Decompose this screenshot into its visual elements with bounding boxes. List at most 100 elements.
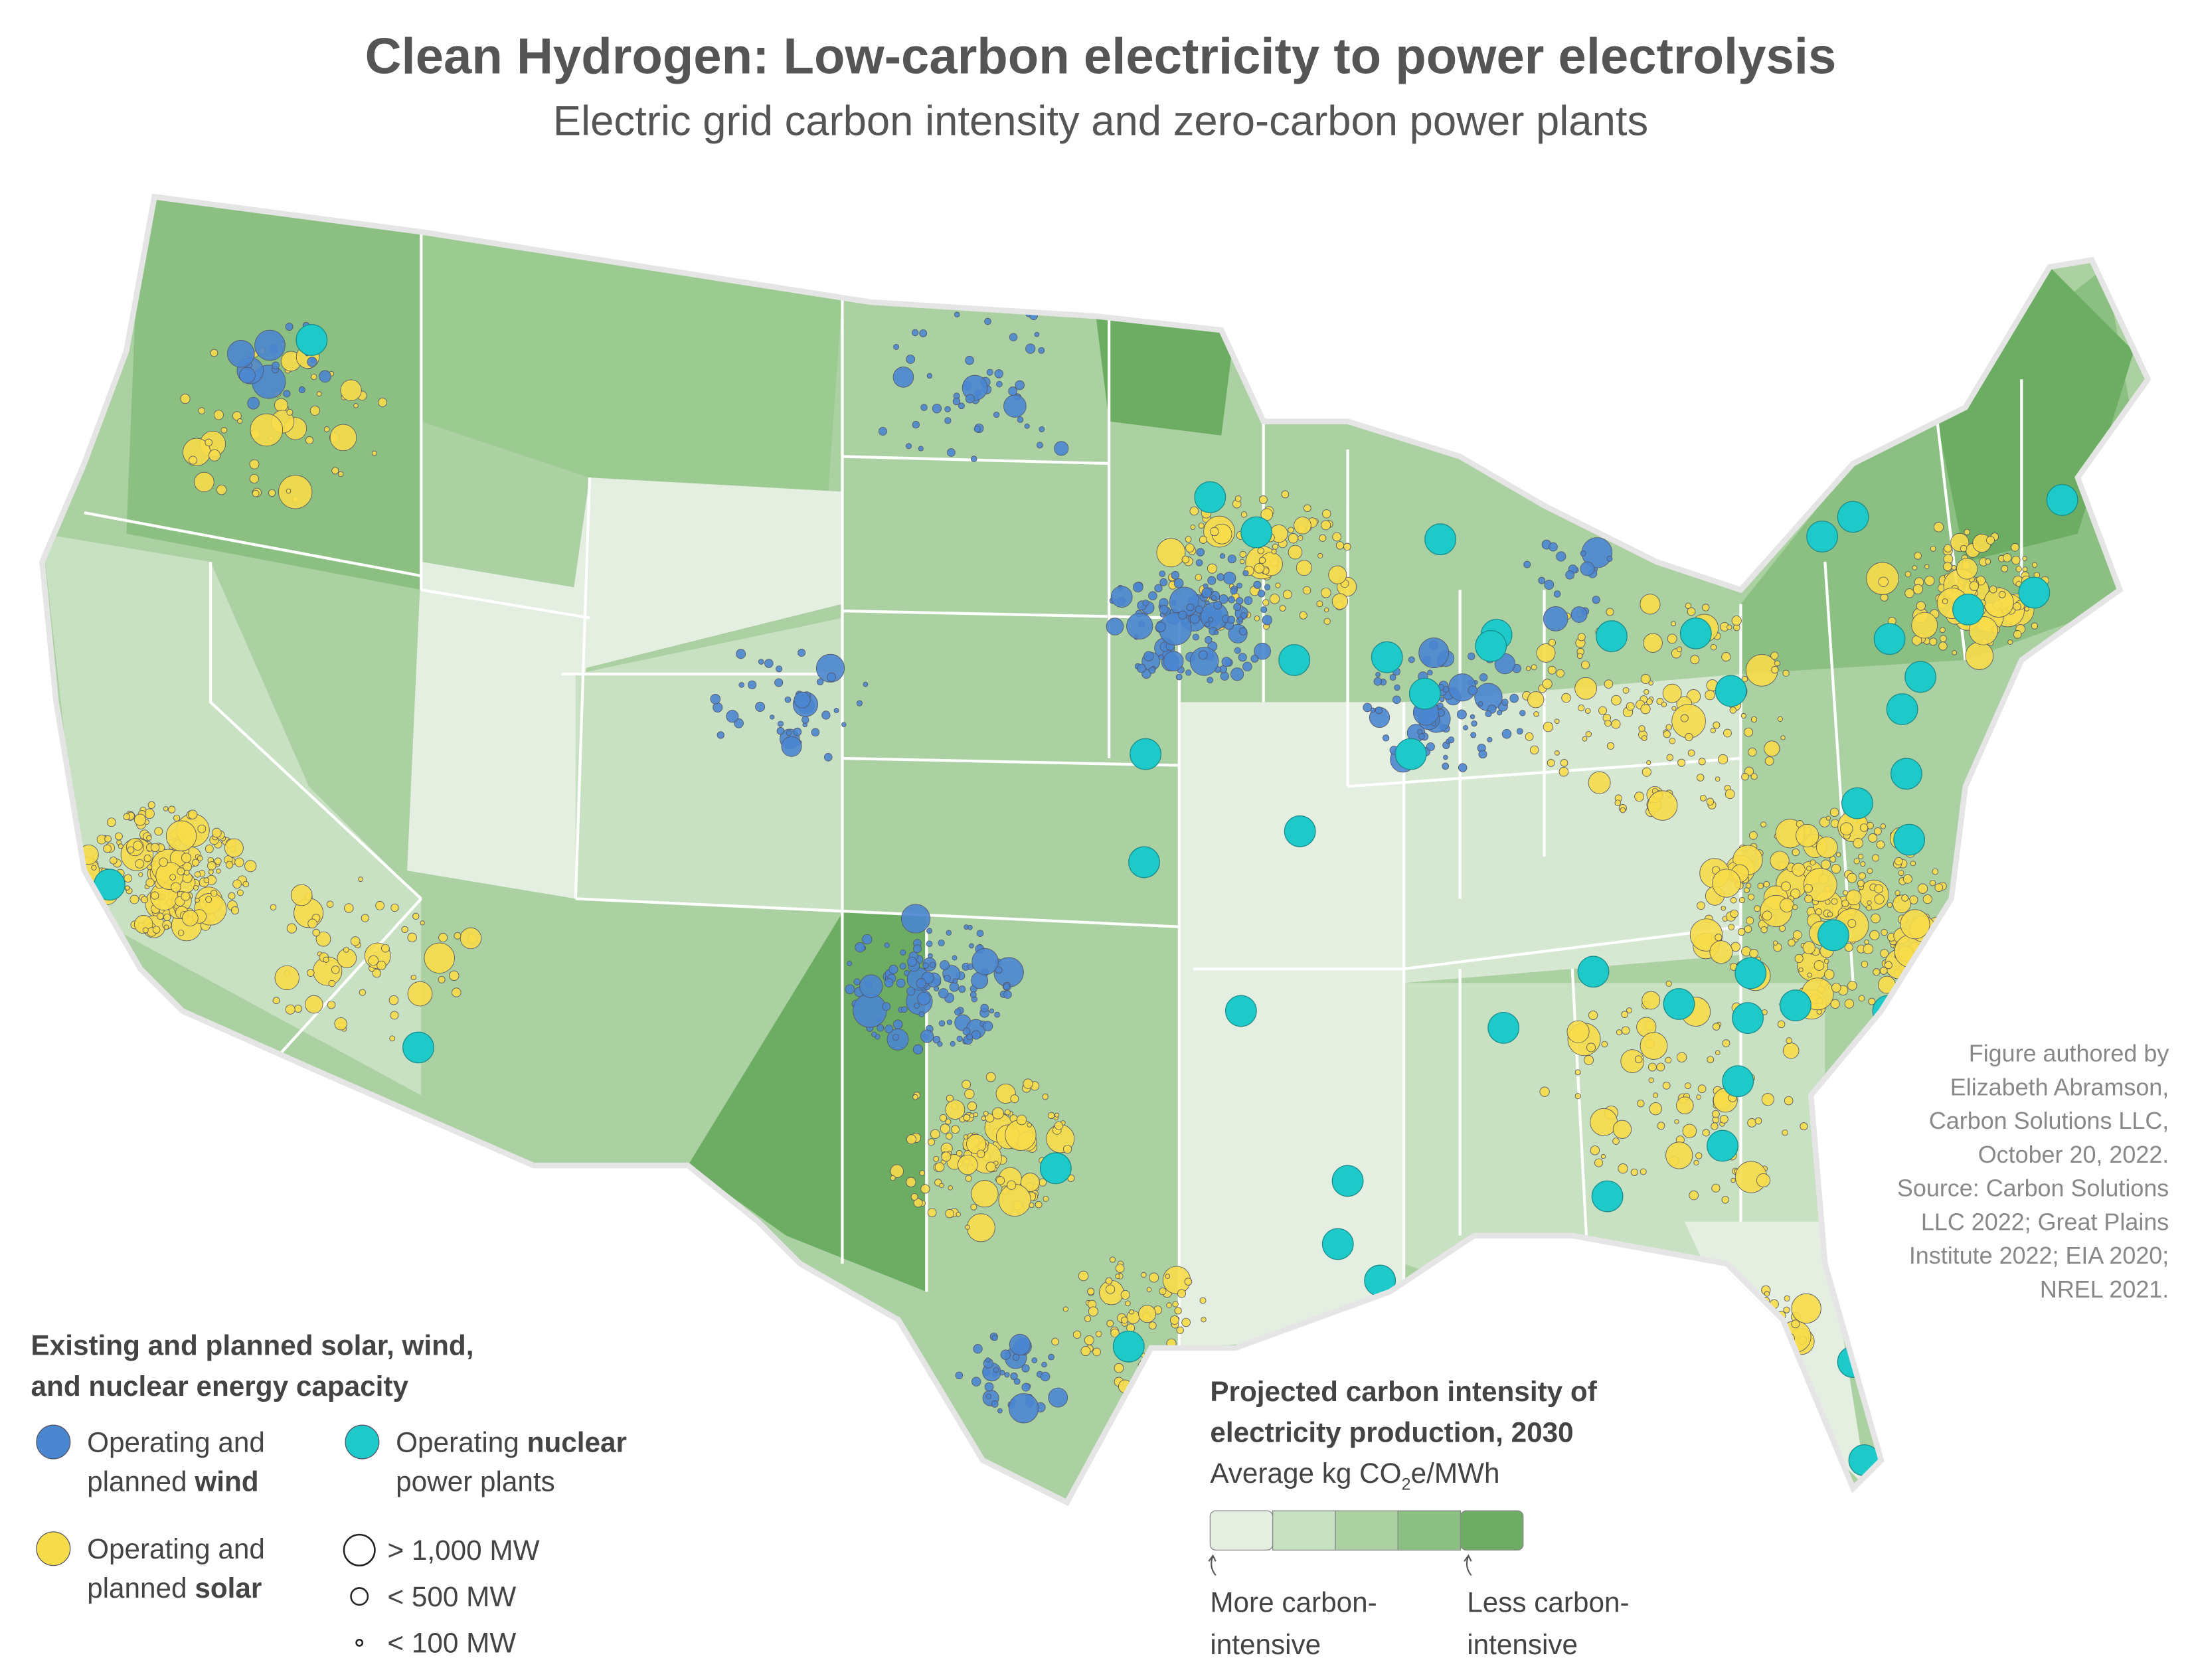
- solar-plant: [1177, 1289, 1187, 1298]
- solar-plant: [1626, 1007, 1633, 1014]
- legend-text: Operating and: [87, 1533, 265, 1564]
- solar-plant: [1830, 999, 1840, 1009]
- wind-plant: [1477, 701, 1483, 707]
- solar-plant: [1648, 1077, 1654, 1083]
- solar-plant: [1730, 896, 1737, 904]
- solar-plant: [1010, 1094, 1019, 1104]
- solar-plant: [1745, 882, 1752, 888]
- wind-plant: [1133, 582, 1143, 593]
- wind-plant: [944, 417, 952, 424]
- solar-plant: [146, 835, 152, 841]
- solar-plant: [1181, 1317, 1191, 1327]
- solar-plant: [1611, 719, 1621, 729]
- scale-label: intensive: [1467, 1629, 1578, 1660]
- capacity-legend: Existing and planned solar, wind, and nuc…: [31, 1329, 627, 1658]
- solar-plant: [1784, 1295, 1790, 1302]
- solar-plant: [371, 450, 377, 456]
- solar-plant: [1895, 890, 1900, 896]
- wind-plant: [748, 680, 757, 689]
- wind-plant: [1553, 590, 1561, 598]
- wind-plant: [1458, 763, 1468, 772]
- text-part: planned: [87, 1572, 187, 1604]
- solar-plant: [1741, 772, 1749, 781]
- solar-plant: [182, 910, 199, 926]
- wind-plant: [1009, 333, 1018, 341]
- solar-plant: [1726, 1303, 1732, 1310]
- solar-plant: [1120, 1290, 1130, 1300]
- solar-plant: [1634, 1055, 1643, 1064]
- solar-plant: [1542, 679, 1553, 689]
- solar-plant: [359, 989, 367, 996]
- solar-plant: [1998, 591, 2006, 598]
- solar-plant: [1281, 490, 1290, 499]
- wind-plant: [1159, 578, 1168, 586]
- solar-plant: [1911, 612, 1938, 639]
- solar-plant: [1813, 960, 1825, 971]
- wind-plant: [862, 934, 873, 945]
- wind-plant: [1013, 1378, 1021, 1385]
- solar-plant: [1288, 545, 1303, 560]
- solar-plant: [973, 1112, 979, 1118]
- wind-plant: [1208, 617, 1214, 622]
- wind-plant: [958, 985, 966, 993]
- size-label: < 100 MW: [387, 1628, 516, 1659]
- solar-plant: [1728, 924, 1735, 930]
- solar-plant: [1181, 555, 1190, 564]
- solar-plant: [1866, 904, 1872, 911]
- solar-plant: [1531, 664, 1537, 671]
- solar-plant: [1043, 1195, 1049, 1202]
- scale-swatch: [1335, 1510, 1398, 1551]
- solar-plant: [996, 1176, 1005, 1185]
- solar-plant: [1574, 1093, 1581, 1100]
- solar-plant: [1554, 750, 1560, 756]
- solar-plant: [124, 874, 132, 882]
- solar-plant: [1902, 874, 1912, 884]
- wind-plant: [227, 340, 255, 368]
- wind-plant: [1025, 343, 1036, 354]
- nuclear-plant: [295, 324, 328, 356]
- solar-plant: [420, 920, 425, 926]
- solar-plant: [390, 903, 399, 912]
- wind-plant: [1038, 347, 1045, 354]
- wind-plant: [912, 329, 919, 337]
- legend-text: planned wind: [87, 1466, 259, 1497]
- solar-plant: [1769, 1323, 1775, 1328]
- wind-plant: [1448, 736, 1455, 744]
- wind-plant: [770, 714, 775, 720]
- solar-plant: [285, 1004, 295, 1015]
- wind-plant: [994, 1011, 1000, 1018]
- solar-plant: [1831, 983, 1841, 993]
- solar-plant: [1845, 889, 1862, 906]
- solar-plant: [1711, 1183, 1721, 1193]
- wind-plant: [884, 942, 890, 948]
- wind-plant: [980, 1003, 989, 1013]
- solar-plant: [323, 956, 329, 963]
- solar-plant: [1543, 721, 1554, 732]
- solar-plant: [985, 1113, 995, 1123]
- wind-plant: [1264, 584, 1271, 590]
- text-part: power plants: [396, 1466, 555, 1497]
- wind-plant: [882, 1002, 891, 1011]
- solar-plant: [1092, 1347, 1101, 1357]
- solar-plant: [177, 867, 185, 876]
- solar-plant: [967, 1101, 977, 1112]
- wind-plant: [247, 396, 260, 410]
- solar-plant: [424, 942, 455, 973]
- wind-plant: [937, 1041, 943, 1047]
- solar-plant: [1622, 687, 1630, 694]
- solar-plant: [1665, 724, 1672, 730]
- wind-plant: [833, 708, 839, 713]
- solar-plant: [1279, 605, 1286, 612]
- solar-plant: [286, 408, 294, 416]
- solar-plant: [1760, 821, 1767, 828]
- wind-plant: [801, 716, 809, 724]
- solar-plant: [1719, 1114, 1728, 1124]
- solar-plant: [1825, 815, 1831, 821]
- scale-label: More carbon-: [1210, 1586, 1377, 1618]
- solar-plant: [1922, 894, 1932, 904]
- wind-plant: [928, 953, 933, 959]
- solar-plant: [163, 924, 169, 930]
- solar-plant: [1881, 928, 1888, 936]
- solar-plant: [1780, 1360, 1788, 1369]
